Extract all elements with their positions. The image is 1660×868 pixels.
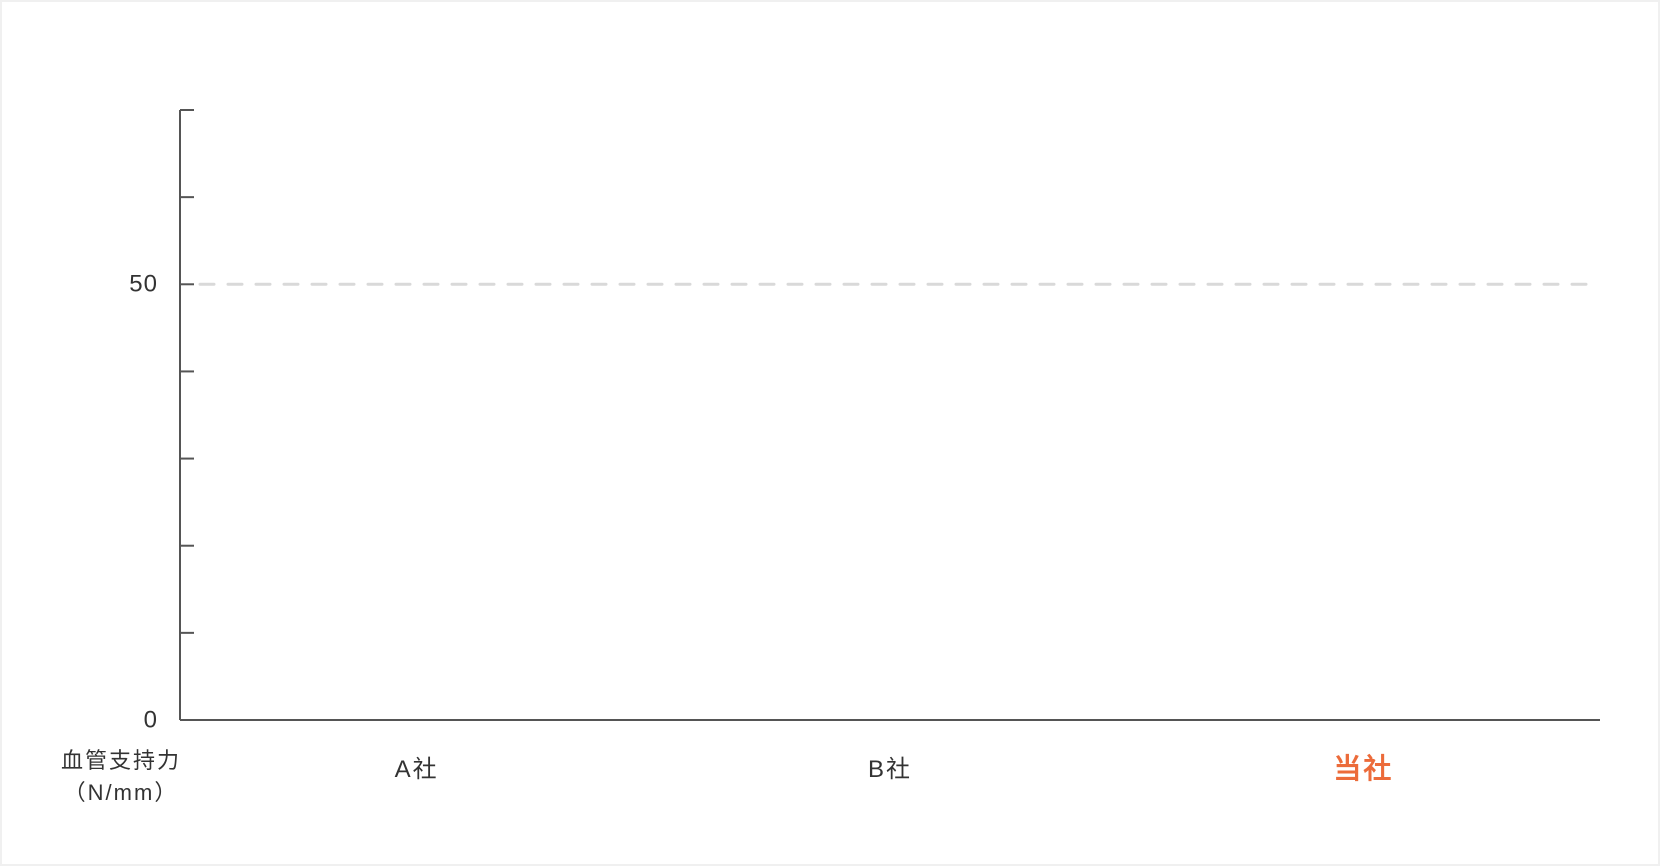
y-axis-title-line1: 血管支持力	[61, 748, 181, 773]
y-tick-label: 0	[144, 706, 158, 733]
y-axis-title-line2: （N/mm）	[64, 780, 179, 805]
chart-frame: 0 50 血管支持力 （N/mm） A社 B社 当社	[0, 0, 1660, 866]
category-label-accent: 当社	[1333, 753, 1393, 784]
category-label: B社	[868, 756, 912, 783]
chart-svg: 0 50 血管支持力 （N/mm） A社 B社 当社	[2, 2, 1660, 868]
y-tick-label: 50	[129, 271, 158, 298]
category-label: A社	[395, 756, 439, 783]
